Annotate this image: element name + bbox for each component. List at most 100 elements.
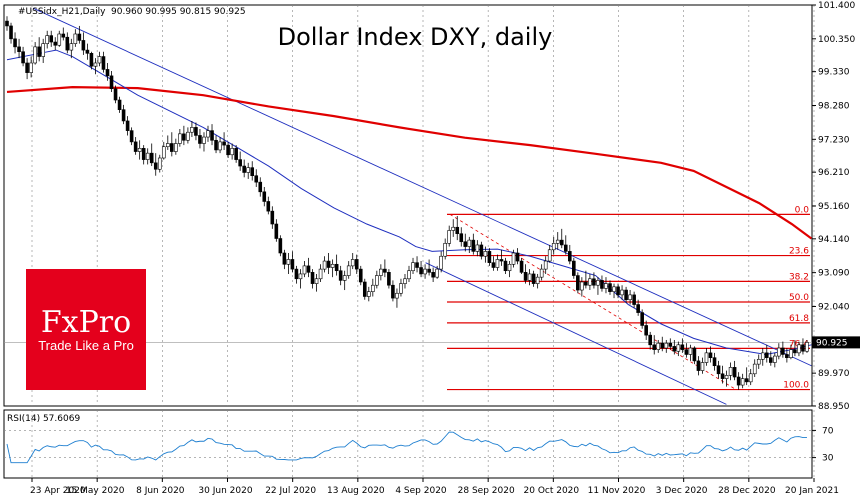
candle [113, 85, 118, 104]
candle [302, 261, 307, 278]
candle [616, 283, 620, 299]
candle-body-down [736, 376, 741, 386]
candle [121, 104, 126, 125]
candle [81, 32, 86, 55]
candle [73, 29, 78, 47]
candle-body-up [178, 133, 182, 144]
candle-body-up [57, 33, 62, 46]
candle [423, 264, 427, 279]
y-tick-label: 99.330 [818, 68, 850, 78]
current-price-label: 90.925 [816, 338, 848, 348]
fib-level-label: 50.0 [789, 293, 809, 303]
candle [740, 373, 745, 389]
candle-body-down [559, 239, 564, 246]
candle [141, 145, 146, 165]
candle-body-down [680, 344, 685, 350]
candle-body-down [419, 267, 423, 275]
candle-body-down [712, 357, 717, 367]
candle [700, 357, 705, 374]
candle [77, 25, 82, 44]
candle-body-up [166, 143, 170, 148]
candle [226, 141, 230, 158]
candle-body-down [463, 241, 468, 247]
candle-body-down [258, 181, 263, 193]
x-tick-label: 20 Oct 2020 [524, 486, 580, 496]
candle-body-down [65, 36, 70, 51]
candle [137, 140, 142, 160]
candle-body-up [475, 244, 480, 252]
fib-level-label: 23.6 [789, 247, 809, 257]
candle [555, 232, 560, 250]
candle [246, 162, 250, 179]
candle-body-down [194, 127, 198, 136]
y-tick-label: 97.230 [818, 135, 850, 145]
candle [479, 241, 484, 260]
candle [415, 256, 419, 273]
candle-body-down [278, 238, 283, 254]
candle-body-down [109, 75, 114, 90]
candle-body-down [640, 312, 644, 326]
x-tick-label: 15 May 2020 [66, 486, 125, 496]
y-tick-label: 98.280 [818, 101, 850, 111]
candle [459, 227, 464, 247]
candle [628, 290, 632, 305]
rsi-tick-label: 70 [822, 426, 834, 436]
y-tick-label: 88.950 [818, 402, 850, 412]
candle [660, 336, 665, 352]
candle [708, 346, 713, 363]
candle [652, 335, 657, 355]
candle-body-up [789, 349, 793, 358]
candle-body-up [73, 33, 78, 44]
candle [789, 344, 793, 360]
candle [411, 257, 415, 274]
candle-body-down [503, 260, 508, 272]
candle-body-down [624, 289, 628, 301]
candle-body-up [395, 292, 399, 299]
candle [608, 280, 612, 295]
candle [443, 238, 447, 260]
candle-body-up [33, 46, 37, 64]
candle-body-up [612, 286, 616, 292]
candle-body-up [495, 259, 500, 268]
candle-body-up [342, 275, 347, 281]
candle-body-down [182, 133, 186, 141]
candle [210, 124, 214, 146]
candle [736, 372, 741, 390]
candle-body-down [81, 40, 86, 51]
candle [161, 141, 166, 160]
candle [194, 122, 198, 141]
candle [720, 365, 725, 384]
candle-body-up [740, 378, 745, 386]
candle-body-down [254, 175, 259, 183]
candle-body-down [149, 152, 154, 164]
candle [503, 257, 508, 274]
price-axis: 101.400 100.350 99.330 98.280 97.230 96.210 95… [812, 1, 855, 412]
candle-body-up [551, 243, 556, 251]
candle [371, 278, 375, 297]
candle [620, 285, 624, 300]
x-tick-label: 30 Jun 2020 [198, 486, 252, 496]
candle [318, 264, 323, 282]
candle [483, 246, 488, 263]
candle [149, 143, 154, 167]
candle-body-down [141, 148, 146, 160]
candle [724, 370, 729, 387]
candle-body-down [708, 352, 713, 358]
candle [25, 58, 29, 80]
candle [563, 235, 568, 255]
candle-body-down [266, 201, 271, 212]
candle [756, 354, 761, 369]
candle-body-up [371, 284, 375, 292]
candle-body-down [37, 46, 41, 57]
candle [692, 346, 697, 365]
candle [515, 248, 520, 265]
candle [350, 253, 355, 270]
candle [314, 273, 319, 292]
candle-body-down [455, 226, 460, 234]
candle [519, 257, 524, 274]
candle [65, 32, 70, 54]
candle [419, 261, 423, 278]
logo-name: FxPro [41, 305, 131, 340]
candle-body-down [198, 135, 202, 144]
